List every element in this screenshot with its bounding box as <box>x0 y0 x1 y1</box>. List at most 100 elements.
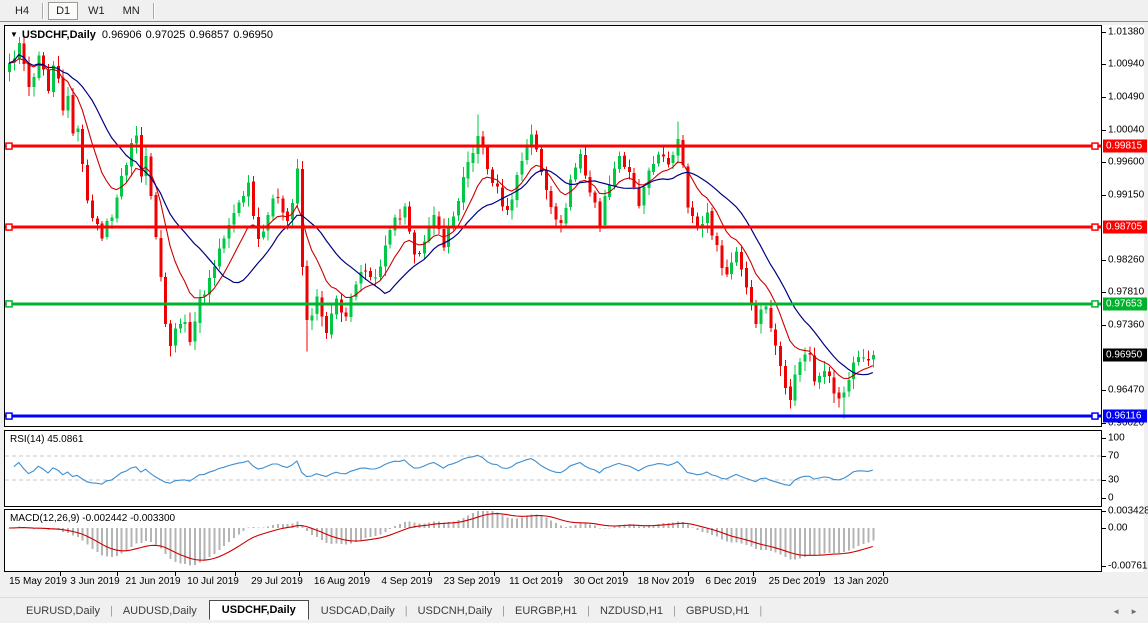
hline-handle[interactable] <box>5 223 13 231</box>
hline-handle[interactable] <box>5 300 13 308</box>
timeframe-button-w1[interactable]: W1 <box>88 4 105 17</box>
hline-handle[interactable] <box>1091 142 1099 150</box>
macd-chart <box>8 511 875 566</box>
price-axis-label: 1.00040 <box>1108 124 1145 136</box>
tab-separator: | <box>587 605 591 617</box>
hline-price-label: 0.97653 <box>1103 297 1147 311</box>
price-axis-label: 0.97360 <box>1108 319 1145 331</box>
price-axis-label: 1.00940 <box>1108 58 1145 70</box>
price-axis-tick <box>1102 195 1106 196</box>
tab-separator: | <box>109 605 113 617</box>
chart-window: ▼ USDCHF,Daily 0.96906 0.97025 0.96857 0.9695… <box>4 25 1148 572</box>
date-axis-label: 13 Jan 2020 <box>833 576 889 587</box>
tabs-scroll-controls: ◄ ► <box>1112 607 1148 616</box>
tab-separator: | <box>672 605 676 617</box>
rsi-indicator-pane[interactable]: RSI(14) 45.0861 <box>4 430 1102 507</box>
hline-handle[interactable] <box>5 142 13 150</box>
tabs-scroll-left-icon[interactable]: ◄ <box>1112 606 1121 616</box>
date-axis-tick <box>494 572 495 576</box>
timeframe-button-mn[interactable]: MN <box>122 4 140 17</box>
macd-indicator-pane[interactable]: MACD(12,26,9) -0.002442 -0.003300 <box>4 509 1102 572</box>
price-axis-tick <box>1102 260 1106 261</box>
chart-tab-audusd[interactable]: AUDUSD,Daily <box>122 605 197 617</box>
date-axis-label: 30 Oct 2019 <box>573 576 629 587</box>
chart-menu-icon[interactable]: ▼ <box>10 30 18 39</box>
rsi-axis-tick <box>1102 456 1106 457</box>
hline-handle[interactable] <box>5 412 13 420</box>
price-axis-label: 1.00490 <box>1108 91 1145 103</box>
price-axis-tick <box>1102 130 1106 131</box>
chart-tab-usdcad[interactable]: USDCAD,Daily <box>320 605 395 617</box>
chart-tab-gbpusd[interactable]: GBPUSD,H1 <box>685 605 750 617</box>
hline-price-label: 0.99815 <box>1103 139 1147 153</box>
quote-low: 0.96857 <box>189 29 230 41</box>
tab-separator: | <box>502 605 506 617</box>
macd-axis-tick <box>1102 566 1106 567</box>
price-axis-label: 0.98260 <box>1108 254 1145 266</box>
tabs-scroll-right-icon[interactable]: ► <box>1130 606 1138 616</box>
chart-tab-nzdusd[interactable]: NZDUSD,H1 <box>600 605 663 617</box>
rsi-axis-tick <box>1102 498 1106 499</box>
date-axis-tick <box>429 572 430 576</box>
hline-handle[interactable] <box>1091 300 1099 308</box>
quote-close: 0.96950 <box>233 29 273 41</box>
hline-price-label: 0.96116 <box>1103 409 1147 423</box>
date-axis-tick <box>175 572 176 576</box>
date-axis-label: 11 Oct 2019 <box>509 576 563 587</box>
date-axis-label: 10 Jul 2019 <box>187 576 239 587</box>
chart-tab-eurusd[interactable]: EURUSD,Daily <box>26 605 100 617</box>
tab-separator: | <box>404 605 408 617</box>
date-axis-label: 16 Aug 2019 <box>313 576 371 587</box>
rsi-label: RSI(14) 45.0861 <box>10 434 84 445</box>
date-axis-tick <box>364 572 365 576</box>
price-axis-label: 1.01380 <box>1108 26 1145 38</box>
date-axis-tick <box>558 572 559 576</box>
date-axis-label: 18 Nov 2019 <box>637 576 695 587</box>
date-axis-tick <box>235 572 236 576</box>
chart-title: ▼ USDCHF,Daily 0.96906 0.97025 0.96857 0.9695… <box>10 29 277 41</box>
date-axis-label: 6 Dec 2019 <box>705 576 757 587</box>
date-axis-label: 15 May 2019 <box>9 576 67 587</box>
hline-handle[interactable] <box>1091 223 1099 231</box>
macd-axis-label: 0.00 <box>1108 522 1128 534</box>
current-price-label: 0.96950 <box>1103 348 1147 362</box>
candlestick-chart[interactable] <box>5 26 1101 426</box>
timeframe-button-d1[interactable]: D1 <box>48 1 79 20</box>
rsi-axis-label: 100 <box>1108 432 1125 444</box>
quote-high: 0.97025 <box>145 29 186 41</box>
date-axis-tick <box>623 572 624 576</box>
chart-tabs-bar: EURUSD,Daily | AUDUSD,Daily USDCHF,Daily USD… <box>0 597 1148 623</box>
date-axis-label: 25 Dec 2019 <box>768 576 826 587</box>
price-axis-label: 0.96020 <box>1108 417 1145 429</box>
chart-symbol-label: USDCHF,Daily <box>21 29 96 41</box>
macd-axis-tick <box>1102 511 1106 512</box>
date-axis-label: 3 Jun 2019 <box>70 576 120 587</box>
date-axis-tick <box>819 572 820 576</box>
rsi-chart <box>5 454 1101 486</box>
timeframe-button-h4[interactable]: H4 <box>15 4 30 17</box>
price-axis-tick <box>1102 423 1106 424</box>
price-axis-label: 0.99600 <box>1108 156 1145 168</box>
date-axis-tick <box>60 572 61 576</box>
date-axis-label: 21 Jun 2019 <box>125 576 181 587</box>
price-axis-tick <box>1102 32 1106 33</box>
chart-tab-usdchf[interactable]: USDCHF,Daily <box>208 600 309 620</box>
chart-tab-eurgbp[interactable]: EURGBP,H1 <box>515 605 578 617</box>
price-axis-tick <box>1102 97 1106 98</box>
chart-tabs: EURUSD,Daily | AUDUSD,Daily USDCHF,Daily USD… <box>0 598 762 623</box>
rsi-axis-label: 0 <box>1108 492 1114 504</box>
date-axis-label: 4 Sep 2019 <box>381 576 433 587</box>
macd-axis-label: -0.007615 <box>1108 560 1148 572</box>
macd-axis-label: 0.003428 <box>1108 505 1148 517</box>
timeframe-toolbar: H4 D1 W1 MN <box>0 0 1148 22</box>
date-axis-label: 23 Sep 2019 <box>443 576 501 587</box>
chart-tab-usdcnh[interactable]: USDCNH,Daily <box>417 605 493 617</box>
macd-axis-tick <box>1102 528 1106 529</box>
hline-handle[interactable] <box>1091 412 1099 420</box>
price-axis-tick <box>1102 325 1106 326</box>
price-chart-pane[interactable]: ▼ USDCHF,Daily 0.96906 0.97025 0.96857 0.9695… <box>4 25 1102 427</box>
date-axis: 15 May 2019 3 Jun 2019 21 Jun 2019 10 Jul 2… <box>4 572 1144 592</box>
macd-label: MACD(12,26,9) -0.002442 -0.003300 <box>10 513 176 524</box>
price-axis-tick <box>1102 390 1106 391</box>
date-axis-tick <box>883 572 884 576</box>
